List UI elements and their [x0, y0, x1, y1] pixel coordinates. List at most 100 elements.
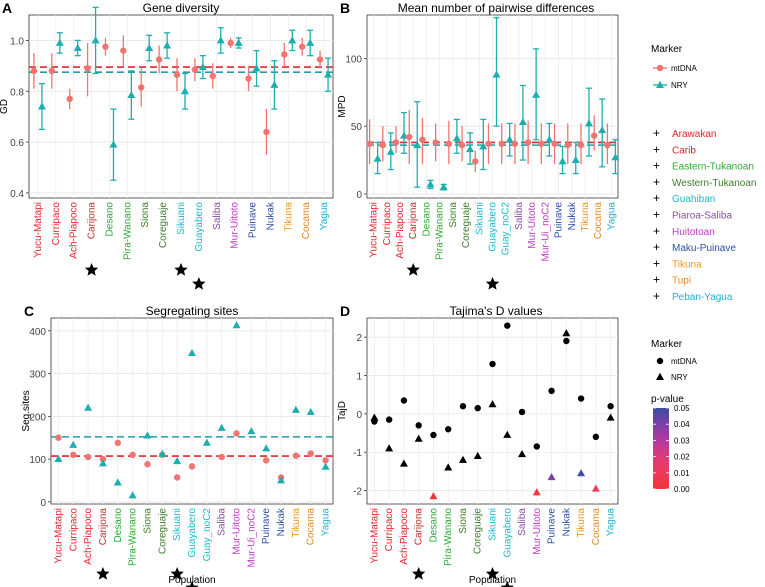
- point-nry: [217, 423, 226, 431]
- x-tick-label: Mur-Uitoto: [232, 508, 243, 555]
- y-tick-label: 100: [345, 54, 362, 65]
- y-tick-label: 0: [356, 190, 362, 201]
- point-mtdna: [245, 75, 252, 82]
- x-tick-label: Saliba: [517, 508, 528, 536]
- y-axis-label: MPD: [337, 95, 348, 117]
- point-nry: [181, 87, 189, 95]
- legend-group-label: Arawakan: [672, 129, 716, 140]
- star-marker: [96, 567, 110, 580]
- point-mtdna: [227, 39, 234, 47]
- point-nry: [198, 62, 207, 71]
- point-mtdna: [406, 133, 413, 141]
- panel-letter: D: [340, 303, 350, 319]
- point-mtdna: [577, 141, 585, 149]
- x-tick-label: Saliba: [217, 508, 228, 536]
- panel-title: Mean number of pairwise differences: [398, 1, 595, 15]
- point-mtdna: [604, 141, 611, 149]
- point-mtdna: [564, 141, 571, 149]
- point-nry: [591, 484, 600, 492]
- x-tick-label: Tikuna: [291, 508, 302, 538]
- point-mtdna: [400, 397, 408, 404]
- legend-group-label: Tikuna: [672, 259, 702, 270]
- x-tick-label: Yagua: [606, 508, 617, 537]
- x-tick-label: Yucu-Matapi: [369, 202, 380, 258]
- point-mtdna: [474, 404, 481, 412]
- x-tick-label: Desano: [428, 508, 439, 543]
- point-nry: [584, 119, 593, 127]
- point-mtdna: [155, 56, 163, 63]
- x-tick-label: Guay_noC2: [501, 202, 512, 256]
- x-tick-label: Curripaco: [51, 202, 62, 246]
- legend-group-label: Guahiban: [672, 194, 715, 205]
- star-marker: [174, 263, 188, 276]
- x-tick-label: Tikuna: [576, 508, 587, 538]
- x-tick-label: Guayabero: [187, 508, 198, 558]
- point-nry: [370, 413, 379, 421]
- x-tick-label: Yucu-Matapi: [53, 508, 64, 564]
- legend-label-mtdna: mtDNA: [671, 64, 697, 73]
- point-nry: [262, 444, 271, 452]
- x-tick-label: Ach-Piapoco: [83, 508, 94, 565]
- legend-group-plus: +: [653, 273, 660, 287]
- legend-group-plus: +: [653, 142, 660, 156]
- x-tick-label: Saliba: [212, 202, 223, 230]
- point-mtdna: [489, 360, 496, 368]
- legend-group-label: Maku-Puinave: [672, 243, 736, 254]
- point-nry: [109, 140, 118, 148]
- x-tick-label: Pira-Wanano: [443, 508, 454, 566]
- y-tick-label: -2: [353, 487, 362, 498]
- x-tick-label: Mur-Uitoto: [532, 508, 543, 555]
- legend-key-nry: [656, 372, 664, 380]
- point-mtdna: [590, 132, 598, 139]
- point-mtdna: [30, 67, 38, 75]
- x-tick-label: Desano: [104, 202, 115, 237]
- star-marker: [192, 277, 206, 290]
- legend-title: Marker: [651, 339, 683, 350]
- point-mtdna: [430, 431, 437, 439]
- x-tick-label: Nukak: [276, 507, 287, 536]
- colorbar-tick-label: 0.05: [674, 404, 690, 413]
- point-mtdna: [415, 422, 422, 429]
- point-nry: [306, 407, 315, 416]
- point-mtdna: [263, 457, 270, 464]
- point-mtdna: [366, 140, 373, 147]
- x-tick-label: Yagua: [321, 508, 332, 537]
- point-mtdna: [577, 395, 585, 402]
- legend-group-plus: +: [653, 208, 660, 222]
- x-tick-label: Pira-Wanano: [128, 508, 139, 566]
- panel-C: C Segregating sites 0 100 200 300 400 Seg.sites…: [21, 303, 334, 587]
- legend-label-mtdna: mtDNA: [671, 357, 697, 366]
- point-mtdna: [173, 474, 181, 481]
- legend-group-plus: +: [653, 240, 660, 254]
- point-nry: [69, 440, 78, 448]
- x-tick-label: Curripaco: [382, 202, 393, 246]
- point-nry: [518, 117, 527, 126]
- x-tick-label: Coreguaje: [461, 202, 472, 249]
- point-nry: [163, 41, 172, 49]
- point-mtdna: [173, 71, 181, 78]
- panel-title: Tajima's D values: [450, 304, 543, 318]
- point-nry: [414, 434, 423, 442]
- legend-group-plus: +: [653, 191, 660, 205]
- y-tick-label: 0: [356, 410, 362, 421]
- point-nry: [188, 348, 196, 357]
- x-tick-label: Siona: [458, 508, 469, 534]
- point-mtdna: [518, 408, 526, 416]
- x-tick-label: Nukak: [265, 201, 276, 230]
- legend-group-plus: +: [653, 256, 660, 270]
- x-tick-label: Siona: [448, 202, 459, 228]
- legend-group-label: Western-Tukanoan: [672, 178, 757, 189]
- point-nry: [429, 492, 438, 500]
- x-tick-label: Coreguaje: [473, 508, 484, 555]
- point-mtdna: [84, 453, 92, 461]
- point-nry: [306, 38, 315, 46]
- point-mtdna: [292, 452, 300, 459]
- point-nry: [577, 469, 586, 477]
- point-nry: [571, 155, 580, 163]
- point-mtdna: [191, 66, 199, 73]
- point-nry: [143, 431, 152, 439]
- point-mtdna: [144, 461, 151, 468]
- point-mtdna: [209, 72, 216, 80]
